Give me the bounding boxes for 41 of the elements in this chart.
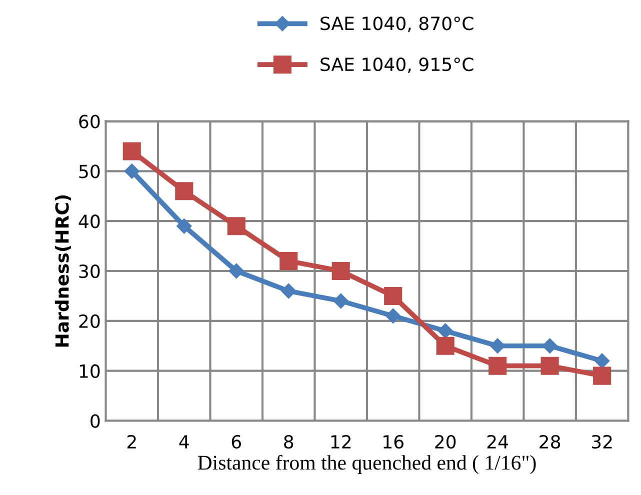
point	[124, 164, 140, 179]
point	[280, 252, 298, 270]
point	[540, 356, 559, 375]
point	[281, 283, 296, 299]
x-tick-label: 8	[284, 434, 294, 449]
legend-label: SAE 1040, 870°C	[320, 16, 474, 32]
x-tick-label: 20	[435, 434, 456, 449]
point	[332, 262, 350, 280]
x-tick-label: 32	[592, 434, 612, 449]
x-tick-label: 6	[232, 434, 241, 449]
x-tick-label: 12	[331, 434, 351, 448]
y-tick-label: 40	[78, 214, 100, 228]
x-tick-label: 2	[127, 434, 136, 448]
legend-label: SAE 1040, 915°C	[320, 58, 474, 74]
y-tick-label: 60	[79, 114, 100, 128]
point	[384, 286, 402, 305]
x-axis-title: Distance from the quenched end ( 1/16")	[198, 454, 536, 474]
point	[438, 323, 453, 338]
point	[122, 142, 141, 160]
y-tick-label: 50	[79, 164, 100, 178]
y-tick-label: 30	[79, 264, 100, 278]
point	[386, 308, 401, 324]
x-tick-label: 4	[179, 435, 189, 448]
x-tick-label: 24	[487, 434, 508, 448]
y-tick-label: 0	[90, 414, 100, 428]
point	[490, 338, 506, 354]
point	[594, 353, 610, 368]
point	[488, 356, 507, 375]
x-tick-label: 28	[540, 434, 560, 449]
y-tick-label: 10	[80, 364, 100, 378]
point	[542, 338, 558, 354]
point	[228, 263, 244, 279]
x-tick-label: 16	[384, 434, 404, 449]
point	[227, 217, 246, 236]
y-tick-label: 20	[79, 314, 100, 328]
point	[333, 293, 348, 309]
point	[593, 366, 612, 385]
point	[436, 336, 454, 355]
y-axis-title: Hardness(HRC)	[54, 195, 71, 347]
point	[175, 182, 194, 200]
point	[176, 218, 192, 234]
